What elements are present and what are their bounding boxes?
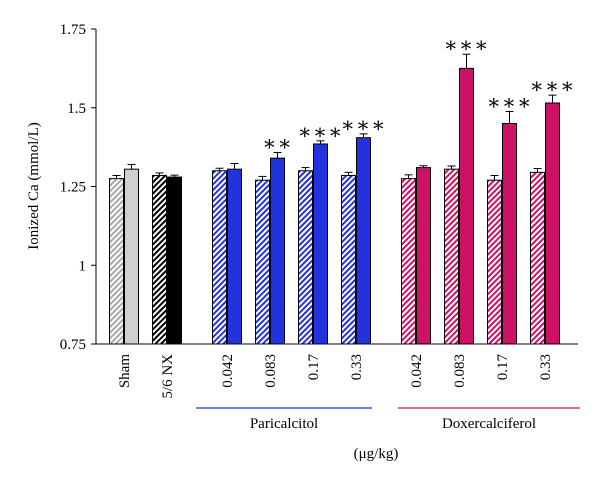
x-tick-label: 0.083	[452, 354, 468, 388]
unit-label: (μg/kg)	[354, 446, 399, 462]
bar-solid	[416, 167, 431, 345]
significance-label: ∗∗∗	[298, 120, 344, 144]
bar-hatched	[341, 174, 356, 345]
significance-label: ∗∗	[262, 131, 293, 155]
x-tick-label: 0.083	[263, 354, 279, 388]
x-tick-label: 0.33	[538, 354, 554, 380]
significance-label: ∗∗∗	[341, 113, 387, 137]
bar-solid	[124, 168, 139, 345]
bar-hatched	[487, 179, 502, 345]
x-tick-label: 0.17	[495, 354, 511, 381]
bar-solid	[313, 143, 328, 345]
bar-solid	[459, 67, 474, 345]
bar-hatched	[444, 168, 459, 345]
significance-label: ∗∗∗	[444, 33, 490, 57]
bars	[109, 53, 560, 345]
x-tick-label: 0.17	[306, 354, 322, 381]
bar-solid	[167, 176, 182, 345]
bar-solid	[356, 137, 371, 345]
group-label: Paricalcitol	[250, 416, 318, 432]
x-tick-label: 0.042	[409, 354, 425, 388]
significance-label: ∗∗∗	[530, 74, 576, 98]
bar-solid	[270, 157, 285, 345]
group-label: Doxercalciferol	[442, 416, 536, 432]
significance-label: ∗∗∗	[487, 91, 533, 115]
x-tick-label: 0.33	[349, 354, 365, 380]
bar-solid	[227, 168, 242, 345]
bar-solid	[502, 123, 517, 345]
y-tick-label: 0.75	[60, 337, 86, 353]
labels: 0.75 1 1.25 1.5 1.75 Sham 5/6 NX 0.042 ∗∗ 0.083 ∗∗…	[60, 22, 576, 432]
y-tick-label: 1	[79, 258, 87, 274]
x-tick-label: Sham	[117, 354, 133, 389]
x-tick-label: 0.042	[220, 354, 236, 388]
bar-hatched	[109, 178, 124, 345]
y-tick-label: 1.25	[60, 180, 86, 196]
bar-solid	[545, 102, 560, 345]
bar-hatched	[212, 170, 227, 345]
bar-hatched	[530, 171, 545, 345]
bar-hatched	[298, 170, 313, 345]
bar-hatched	[255, 179, 270, 345]
y-tick-label: 1.75	[60, 22, 86, 38]
bar-hatched	[152, 174, 167, 345]
x-tick-label: 5/6 NX	[160, 354, 176, 399]
bar-hatched	[401, 178, 416, 345]
y-tick-label: 1.5	[67, 101, 86, 117]
y-axis-label: Ionized Ca (mmol/L)	[26, 122, 42, 249]
